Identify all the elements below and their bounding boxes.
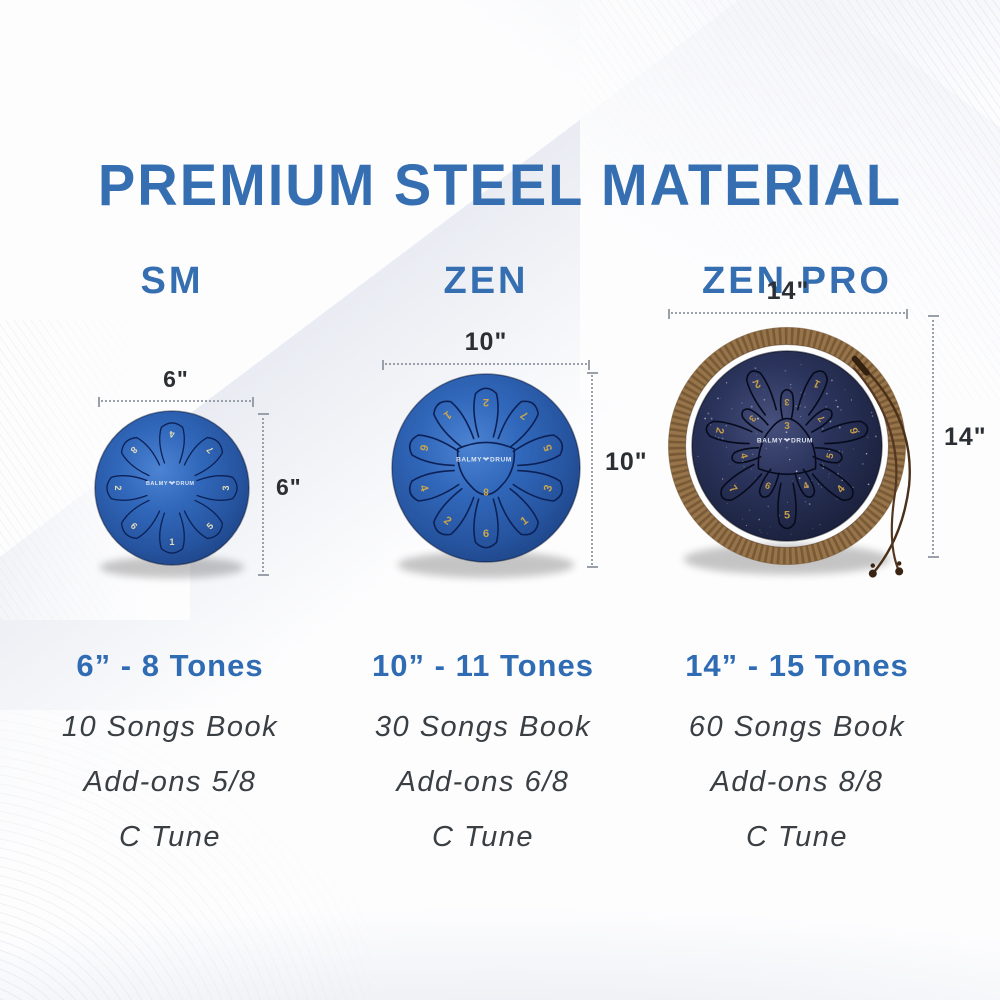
- svg-text:4: 4: [802, 480, 812, 493]
- height-dimension-line-zenpro: [928, 315, 939, 558]
- svg-text:7: 7: [816, 413, 828, 424]
- tones-heading-zenpro: 14” - 15 Tones: [685, 648, 909, 683]
- svg-text:3: 3: [746, 413, 758, 424]
- spec-addons-zen: Add-ons 6/8: [396, 766, 570, 798]
- svg-text:DRUM: DRUM: [490, 457, 512, 464]
- spec-addons-sm: Add-ons 5/8: [83, 766, 257, 798]
- product-name-zenpro: ZEN PRO: [702, 259, 892, 302]
- svg-text:BALMY: BALMY: [456, 457, 482, 464]
- height-dimension-line-sm: [258, 413, 269, 576]
- width-dimension-label-sm: 6": [163, 366, 189, 392]
- svg-text:5: 5: [825, 451, 837, 459]
- width-dimension-label-zenpro: 14": [766, 277, 810, 305]
- spec-songs-book-zenpro: 60 Songs Book: [688, 711, 906, 743]
- spec-songs-book-zen: 30 Songs Book: [374, 711, 592, 743]
- spec-songs-book-sm: 10 Songs Book: [61, 711, 279, 743]
- height-dimension-label-zen: 10": [605, 448, 648, 476]
- svg-text:3: 3: [784, 396, 789, 407]
- product-name-zen: ZEN: [443, 259, 529, 302]
- svg-text:DRUM: DRUM: [791, 438, 813, 445]
- svg-text:3: 3: [784, 421, 790, 432]
- tones-heading-zen: 10” - 11 Tones: [372, 648, 594, 683]
- width-dimension-label-zen: 10": [464, 328, 508, 356]
- spec-block-zenpro: 14” - 15 Tones 60 Songs Book Add-ons 8/8…: [627, 648, 967, 875]
- svg-text:8: 8: [483, 486, 489, 497]
- svg-text:1: 1: [169, 537, 174, 547]
- svg-text:2: 2: [713, 426, 726, 435]
- svg-text:7: 7: [205, 445, 216, 456]
- svg-text:4: 4: [417, 483, 431, 493]
- svg-text:2: 2: [752, 377, 763, 390]
- svg-text:2: 2: [483, 396, 489, 408]
- svg-text:6: 6: [483, 528, 489, 540]
- spec-addons-zenpro: Add-ons 8/8: [710, 766, 884, 798]
- svg-text:4: 4: [738, 452, 750, 460]
- svg-text:8: 8: [129, 445, 140, 456]
- height-dimension-label-sm: 6": [276, 474, 302, 500]
- tones-heading-sm: 6” - 8 Tones: [76, 648, 264, 683]
- svg-text:BALMY: BALMY: [757, 438, 783, 445]
- svg-text:6: 6: [417, 443, 430, 453]
- width-dimension-line-zen: [382, 360, 590, 370]
- svg-text:3: 3: [221, 485, 231, 490]
- product-name-sm: SM: [140, 259, 204, 302]
- height-dimension-label-zenpro: 14": [944, 423, 987, 451]
- width-dimension-line-zenpro: [668, 309, 908, 319]
- spec-block-zen: 10” - 11 Tones 30 Songs Book Add-ons 6/8…: [313, 648, 653, 875]
- svg-text:5: 5: [784, 509, 790, 521]
- svg-text:4: 4: [169, 429, 175, 439]
- svg-text:BALMY: BALMY: [146, 481, 168, 487]
- spec-tune-sm: C Tune: [119, 821, 221, 853]
- spec-tune-zenpro: C Tune: [746, 821, 848, 853]
- svg-text:6: 6: [129, 521, 140, 532]
- svg-text:3: 3: [542, 483, 555, 493]
- svg-text:2: 2: [113, 485, 123, 490]
- svg-text:6: 6: [763, 480, 773, 492]
- width-dimension-line-sm: [98, 397, 254, 407]
- svg-text:5: 5: [542, 443, 555, 453]
- svg-text:5: 5: [205, 521, 216, 532]
- drum-photo-sm: 4 7 3 5 1 6 2 8 BALMY DRUM: [94, 410, 250, 579]
- page-title: PREMIUM STEEL MATERIAL: [97, 150, 903, 218]
- spec-tune-zen: C Tune: [432, 821, 534, 853]
- height-dimension-line-zen: [587, 372, 598, 568]
- svg-text:6: 6: [848, 426, 861, 435]
- spec-block-sm: 6” - 8 Tones 10 Songs Book Add-ons 5/8 C…: [0, 648, 340, 875]
- svg-text:DRUM: DRUM: [176, 481, 195, 487]
- svg-text:1: 1: [812, 377, 823, 390]
